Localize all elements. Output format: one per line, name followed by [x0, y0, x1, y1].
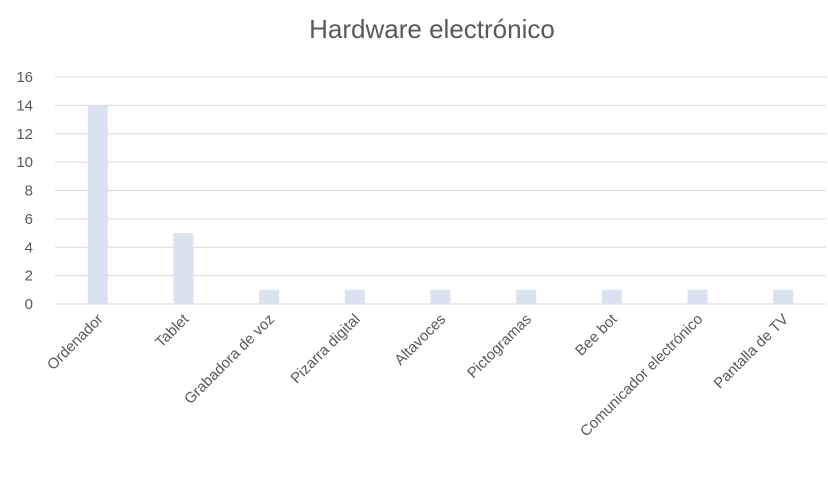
bar	[516, 290, 536, 304]
y-axis-ticks: 0 2 4 6 8 10 12 14 16	[16, 69, 33, 313]
y-tick-label: 14	[16, 97, 33, 114]
chart-title: Hardware electrónico	[309, 14, 555, 44]
bar	[88, 105, 108, 304]
bar	[688, 290, 708, 304]
x-category-label: Pantalla de TV	[711, 311, 792, 392]
y-tick-label: 8	[25, 183, 33, 200]
bar	[345, 290, 365, 304]
y-tick-label: 10	[16, 154, 33, 171]
bars	[88, 105, 793, 304]
y-tick-label: 0	[25, 296, 33, 313]
x-category-label: Grabadora de voz	[181, 311, 278, 408]
x-category-label: Pizarra digital	[287, 311, 363, 387]
x-category-label: Tablet	[152, 310, 193, 351]
y-tick-label: 4	[25, 239, 33, 256]
y-tick-label: 16	[16, 69, 33, 86]
bar	[431, 290, 451, 304]
x-category-label: Ordenador	[44, 311, 107, 374]
y-tick-label: 12	[16, 126, 33, 143]
x-category-label: Pictogramas	[464, 311, 535, 382]
bar	[773, 290, 793, 304]
bar	[602, 290, 622, 304]
bar	[259, 290, 279, 304]
x-category-label: Bee bot	[572, 310, 621, 359]
bar	[174, 233, 194, 304]
gridlines	[55, 77, 826, 304]
y-tick-label: 2	[25, 268, 33, 285]
x-category-label: Altavoces	[391, 311, 449, 369]
y-tick-label: 6	[25, 211, 33, 228]
